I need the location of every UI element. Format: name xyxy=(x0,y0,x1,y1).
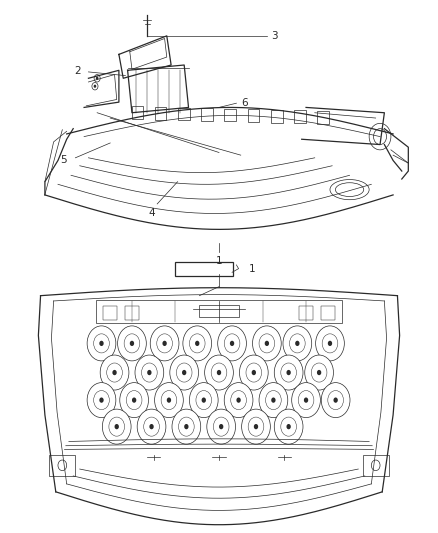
Circle shape xyxy=(304,398,308,403)
Circle shape xyxy=(149,424,154,429)
Circle shape xyxy=(189,383,218,418)
Circle shape xyxy=(162,341,167,346)
Text: 5: 5 xyxy=(60,156,67,165)
Text: 6: 6 xyxy=(242,98,248,108)
FancyBboxPatch shape xyxy=(271,110,283,123)
Circle shape xyxy=(100,355,129,390)
Circle shape xyxy=(252,370,256,375)
FancyBboxPatch shape xyxy=(247,109,259,122)
Circle shape xyxy=(167,398,171,403)
Circle shape xyxy=(328,341,332,346)
Circle shape xyxy=(172,409,201,444)
Circle shape xyxy=(155,383,184,418)
Circle shape xyxy=(218,326,247,361)
Circle shape xyxy=(230,341,234,346)
Circle shape xyxy=(182,370,186,375)
Circle shape xyxy=(183,326,212,361)
Circle shape xyxy=(115,424,119,429)
FancyBboxPatch shape xyxy=(224,109,236,122)
Circle shape xyxy=(305,355,333,390)
Circle shape xyxy=(286,370,291,375)
Circle shape xyxy=(135,355,164,390)
Circle shape xyxy=(170,355,198,390)
Circle shape xyxy=(195,341,199,346)
FancyBboxPatch shape xyxy=(96,300,342,323)
Circle shape xyxy=(283,326,312,361)
Circle shape xyxy=(120,383,148,418)
Circle shape xyxy=(265,341,269,346)
Circle shape xyxy=(224,383,253,418)
Circle shape xyxy=(87,326,116,361)
FancyBboxPatch shape xyxy=(103,306,117,320)
Circle shape xyxy=(317,370,321,375)
Circle shape xyxy=(87,383,116,418)
Circle shape xyxy=(207,409,236,444)
FancyBboxPatch shape xyxy=(199,305,239,317)
Circle shape xyxy=(201,398,206,403)
Circle shape xyxy=(259,383,288,418)
Circle shape xyxy=(240,355,268,390)
Circle shape xyxy=(321,383,350,418)
Circle shape xyxy=(132,398,136,403)
Circle shape xyxy=(242,409,270,444)
Circle shape xyxy=(99,341,104,346)
Circle shape xyxy=(316,326,344,361)
Circle shape xyxy=(286,424,291,429)
Circle shape xyxy=(219,424,223,429)
FancyBboxPatch shape xyxy=(175,262,233,276)
Circle shape xyxy=(99,398,104,403)
Circle shape xyxy=(217,370,221,375)
FancyBboxPatch shape xyxy=(155,107,166,120)
Circle shape xyxy=(96,77,99,80)
Circle shape xyxy=(184,424,188,429)
Circle shape xyxy=(117,326,146,361)
Circle shape xyxy=(205,355,233,390)
Circle shape xyxy=(292,383,321,418)
Text: 4: 4 xyxy=(148,208,155,218)
Circle shape xyxy=(147,370,152,375)
Text: 2: 2 xyxy=(74,67,81,76)
Circle shape xyxy=(237,398,241,403)
FancyBboxPatch shape xyxy=(131,107,143,119)
Circle shape xyxy=(102,409,131,444)
FancyBboxPatch shape xyxy=(178,108,190,120)
Text: 1: 1 xyxy=(249,264,255,273)
Circle shape xyxy=(130,341,134,346)
Circle shape xyxy=(274,355,303,390)
Circle shape xyxy=(295,341,300,346)
FancyBboxPatch shape xyxy=(49,455,75,476)
Circle shape xyxy=(271,398,276,403)
Circle shape xyxy=(333,398,338,403)
Text: 3: 3 xyxy=(271,31,278,41)
FancyBboxPatch shape xyxy=(125,306,139,320)
Circle shape xyxy=(274,409,303,444)
FancyBboxPatch shape xyxy=(294,110,306,123)
FancyBboxPatch shape xyxy=(317,111,329,124)
Circle shape xyxy=(137,409,166,444)
Circle shape xyxy=(254,424,258,429)
Circle shape xyxy=(94,85,96,88)
FancyBboxPatch shape xyxy=(201,108,213,121)
Circle shape xyxy=(113,370,117,375)
Text: 1: 1 xyxy=(215,256,223,266)
FancyBboxPatch shape xyxy=(363,455,389,476)
FancyBboxPatch shape xyxy=(299,306,313,320)
FancyBboxPatch shape xyxy=(321,306,335,320)
Circle shape xyxy=(253,326,281,361)
Circle shape xyxy=(150,326,179,361)
